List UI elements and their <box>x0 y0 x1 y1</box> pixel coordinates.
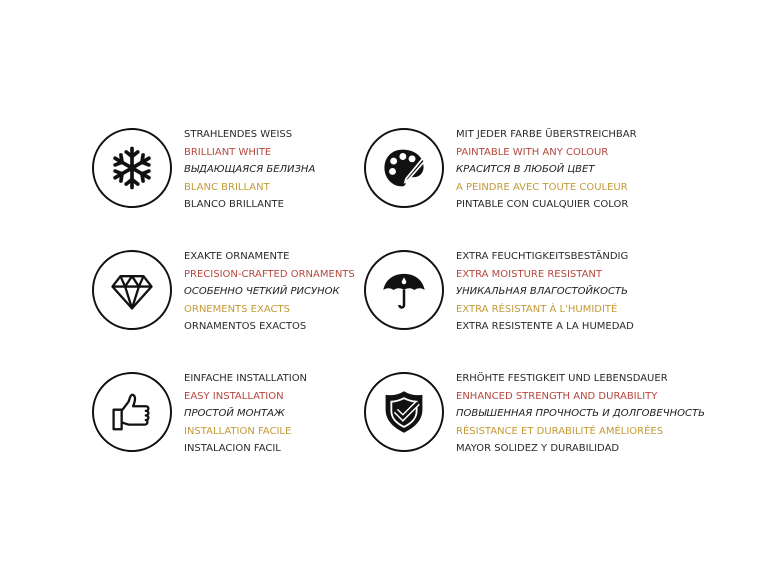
text-es: PINTABLE CON CUALQUIER COLOR <box>456 199 629 210</box>
icon-circle <box>92 372 172 452</box>
text-de: EXAKTE ORNAMENTE <box>184 251 290 262</box>
icon-circle <box>92 128 172 208</box>
text-es: BLANCO BRILLANTE <box>184 199 284 210</box>
text-en: BRILLIANT WHITE <box>184 146 272 158</box>
umbrella-icon <box>383 273 425 309</box>
feature-text: MIT JEDER FARBE ÜBERSTREICHBAR PAINTABLE… <box>456 126 637 214</box>
text-ru: КРАСИТСЯ В ЛЮБОЙ ЦВЕТ <box>456 164 595 175</box>
text-de: ERHÖHTE FESTIGKEIT UND LEBENSDAUER <box>456 373 668 384</box>
feature-text: EINFACHE INSTALLATION EASY INSTALLATION … <box>184 370 307 458</box>
feature-easy-installation: EINFACHE INSTALLATION EASY INSTALLATION … <box>92 372 422 462</box>
text-fr: RÉSISTANCE ET DURABILITÉ AMÉLIORÉES <box>456 425 664 437</box>
text-en: EASY INSTALLATION <box>184 390 284 402</box>
feature-moisture-resistant: EXTRA FEUCHTIGKEITSBESTÄNDIG EXTRA MOIST… <box>364 250 694 340</box>
text-de: EXTRA FEUCHTIGKEITSBESTÄNDIG <box>456 251 629 262</box>
text-ru: ПРОСТОЙ МОНТАЖ <box>184 408 285 419</box>
text-en: ENHANCED STRENGTH AND DURABILITY <box>456 390 658 402</box>
text-de: EINFACHE INSTALLATION <box>184 373 308 384</box>
text-en: EXTRA MOISTURE RESISTANT <box>456 268 603 280</box>
feature-text: ERHÖHTE FESTIGKEIT UND LEBENSDAUER ENHAN… <box>456 370 705 458</box>
thumbs-up-icon <box>112 393 150 431</box>
text-ru: УНИКАЛЬНАЯ ВЛАГОСТОЙКОСТЬ <box>456 286 628 297</box>
text-de: STRAHLENDES WEISS <box>184 129 293 140</box>
icon-circle <box>92 250 172 330</box>
text-ru: ВЫДАЮЩАЯСЯ БЕЛИЗНА <box>184 164 316 175</box>
text-ru: ОСОБЕННО ЧЕТКИЙ РИСУНОК <box>184 286 340 297</box>
icon-circle <box>364 372 444 452</box>
text-fr: ORNEMENTS EXACTS <box>184 303 290 315</box>
text-de: MIT JEDER FARBE ÜBERSTREICHBAR <box>456 129 637 140</box>
text-es: MAYOR SOLIDEZ Y DURABILIDAD <box>456 443 620 454</box>
shield-check-icon <box>385 391 423 433</box>
text-en: PAINTABLE WITH ANY COLOUR <box>456 146 609 158</box>
text-fr: INSTALLATION FACILE <box>184 425 292 437</box>
feature-enhanced-strength: ERHÖHTE FESTIGKEIT UND LEBENSDAUER ENHAN… <box>364 372 705 462</box>
text-es: ORNAMENTOS EXACTOS <box>184 321 307 332</box>
diamond-icon <box>111 275 153 310</box>
icon-circle <box>364 250 444 330</box>
feature-text: EXTRA FEUCHTIGKEITSBESTÄNDIG EXTRA MOIST… <box>456 248 634 336</box>
text-fr: BLANC BRILLANT <box>184 181 270 193</box>
feature-paintable: MIT JEDER FARBE ÜBERSTREICHBAR PAINTABLE… <box>364 128 694 218</box>
feature-text: EXAKTE ORNAMENTE PRECISION-CRAFTED ORNAM… <box>184 248 355 336</box>
icon-circle <box>364 128 444 208</box>
text-en: PRECISION-CRAFTED ORNAMENTS <box>184 268 355 280</box>
text-es: INSTALACION FACIL <box>184 443 281 454</box>
feature-text: STRAHLENDES WEISS BRILLIANT WHITE ВЫДАЮЩ… <box>184 126 315 214</box>
snowflake-icon <box>110 146 154 190</box>
feature-ornaments: EXAKTE ORNAMENTE PRECISION-CRAFTED ORNAM… <box>92 250 422 340</box>
text-fr: A PEINDRE AVEC TOUTE COULEUR <box>456 181 628 193</box>
text-ru: ПОВЫШЕННАЯ ПРОЧНОСТЬ И ДОЛГОВЕЧНОСТЬ <box>456 408 705 419</box>
feature-brilliant-white: STRAHLENDES WEISS BRILLIANT WHITE ВЫДАЮЩ… <box>92 128 422 218</box>
text-fr: EXTRA RÉSISTANT À L'HUMIDITÉ <box>456 303 618 315</box>
text-es: EXTRA RESISTENTE A LA HUMEDAD <box>456 321 634 332</box>
paint-palette-icon <box>384 149 426 187</box>
